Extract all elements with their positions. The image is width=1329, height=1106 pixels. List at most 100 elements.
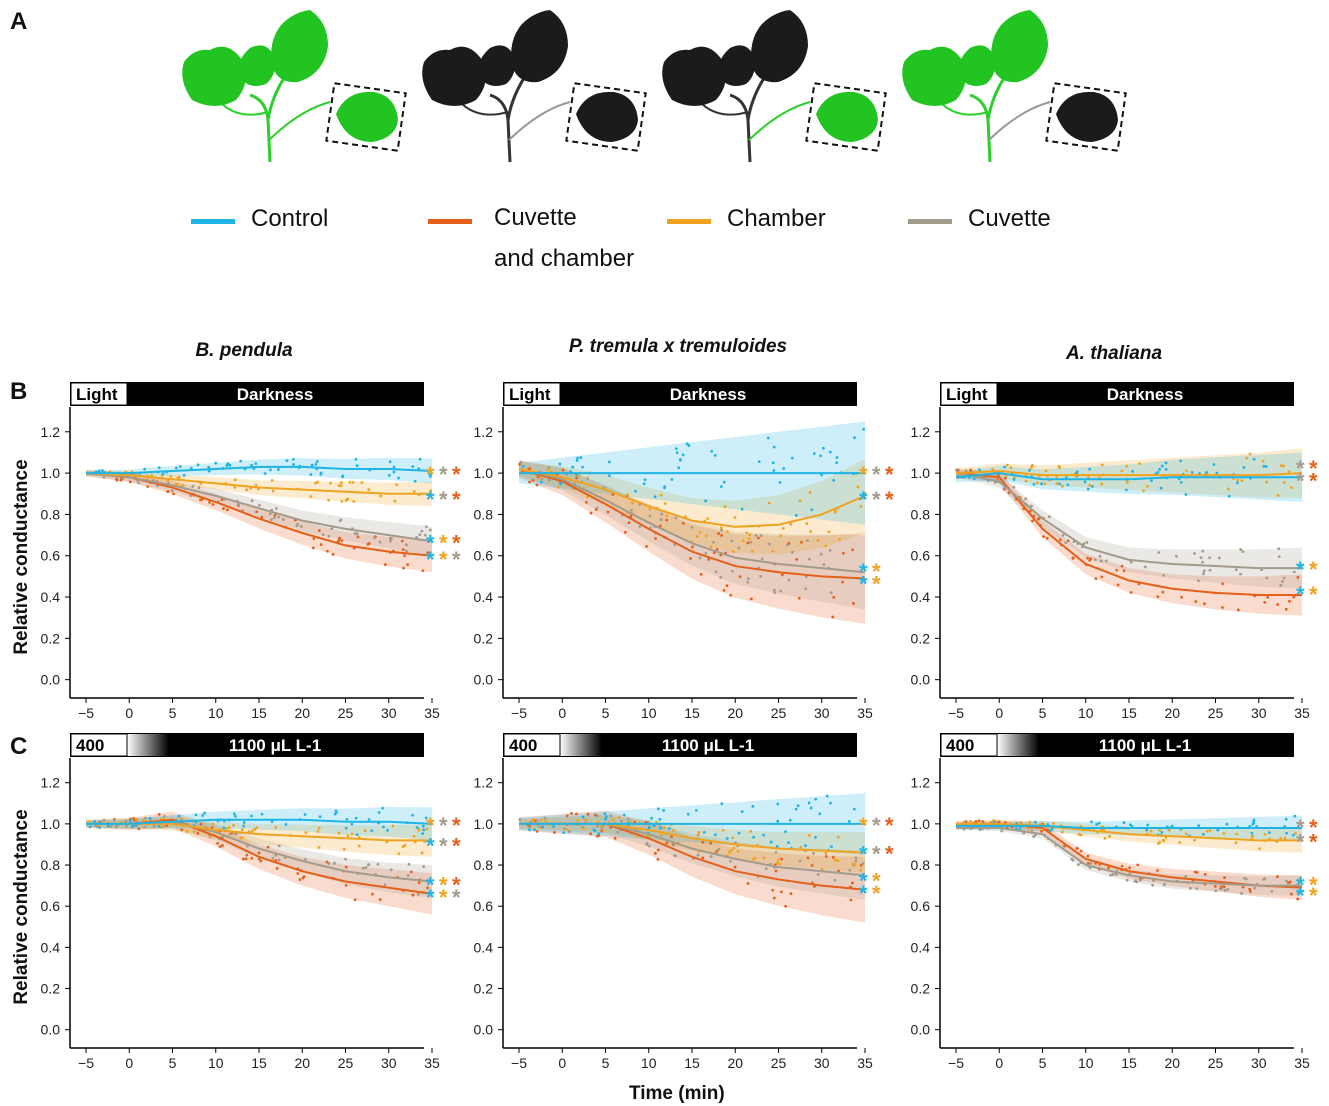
significance-star: * xyxy=(1296,873,1305,898)
data-point xyxy=(723,505,727,509)
data-point xyxy=(648,844,651,848)
data-point xyxy=(1265,480,1268,484)
data-point xyxy=(1114,872,1118,876)
data-point xyxy=(816,873,820,876)
data-point xyxy=(285,459,289,463)
data-point xyxy=(397,852,401,856)
data-point xyxy=(736,850,740,853)
data-point xyxy=(208,500,211,504)
data-point xyxy=(738,575,742,579)
data-point xyxy=(321,533,325,536)
data-point xyxy=(182,473,186,477)
data-point xyxy=(1195,871,1199,874)
data-point xyxy=(775,845,779,848)
significance-star: * xyxy=(426,547,435,572)
data-point xyxy=(596,814,599,818)
treatment-bar-right-label: Darkness xyxy=(670,385,747,404)
data-point xyxy=(428,528,432,532)
data-point xyxy=(344,826,348,830)
stem xyxy=(941,103,989,116)
data-point xyxy=(821,446,825,450)
data-point xyxy=(1201,549,1205,553)
data-point xyxy=(964,469,968,473)
data-point xyxy=(779,534,783,537)
data-point xyxy=(125,824,128,828)
treatment-gradient xyxy=(127,734,169,756)
data-point xyxy=(729,859,732,863)
plant-leaf xyxy=(902,46,966,106)
data-point xyxy=(317,846,321,849)
data-point xyxy=(571,465,575,469)
data-point xyxy=(836,835,840,839)
data-point xyxy=(277,858,281,862)
data-point xyxy=(528,826,531,829)
data-point xyxy=(535,483,539,487)
data-point xyxy=(177,814,181,818)
data-point xyxy=(717,847,721,851)
data-point xyxy=(304,831,308,835)
y-tick-label: 1.0 xyxy=(41,465,61,481)
x-tick-label: 25 xyxy=(771,705,787,721)
data-point xyxy=(1223,888,1227,892)
data-point xyxy=(806,539,809,543)
data-point xyxy=(833,878,837,882)
data-point xyxy=(1215,471,1219,475)
y-tick-label: 1.0 xyxy=(474,465,494,481)
data-point xyxy=(704,499,708,503)
data-point xyxy=(228,832,232,836)
x-tick-label: 15 xyxy=(684,1055,700,1071)
series-line-cuvette xyxy=(85,472,433,543)
data-point xyxy=(656,807,660,811)
plant-leaf xyxy=(422,46,486,106)
data-point xyxy=(1287,881,1290,885)
data-point xyxy=(420,851,424,855)
data-point xyxy=(1071,556,1075,560)
data-point xyxy=(1290,892,1293,896)
data-point xyxy=(1178,841,1182,844)
data-point xyxy=(411,893,415,897)
data-point xyxy=(1288,599,1291,603)
data-point xyxy=(1122,569,1126,573)
data-point xyxy=(741,539,745,542)
data-point xyxy=(291,457,295,461)
data-point xyxy=(715,547,719,551)
data-point xyxy=(240,828,244,832)
data-point xyxy=(1184,874,1188,878)
data-point xyxy=(314,481,317,485)
data-point xyxy=(622,813,626,817)
data-point xyxy=(772,445,776,449)
data-point xyxy=(1252,457,1256,461)
data-point xyxy=(575,476,579,480)
data-point xyxy=(1194,600,1198,603)
data-point xyxy=(366,863,370,867)
data-point xyxy=(809,530,813,533)
data-point xyxy=(1268,831,1271,835)
data-point xyxy=(1245,456,1248,460)
data-point xyxy=(402,566,406,570)
data-point xyxy=(776,861,779,865)
data-point xyxy=(704,551,708,555)
significance-star: * xyxy=(872,487,881,512)
data-point xyxy=(166,479,170,483)
data-point xyxy=(373,536,376,540)
data-point xyxy=(691,545,694,549)
data-point xyxy=(389,868,393,872)
data-point xyxy=(1201,560,1205,564)
data-point xyxy=(750,597,753,601)
x-tick-label: −5 xyxy=(78,1055,94,1071)
data-point xyxy=(740,507,744,511)
data-point xyxy=(696,833,700,837)
data-point xyxy=(974,820,978,823)
legend-swatch-cuvette xyxy=(908,219,952,224)
y-tick-label: 0.0 xyxy=(911,672,931,688)
data-point xyxy=(389,539,392,543)
data-point xyxy=(574,473,578,477)
legend-control: Control xyxy=(191,205,328,233)
y-tick-label: 0.4 xyxy=(911,939,931,955)
significance-star: * xyxy=(859,559,868,584)
data-point xyxy=(570,811,573,815)
data-point xyxy=(351,481,355,484)
x-tick-label: 30 xyxy=(1251,1055,1267,1071)
data-point xyxy=(310,463,314,467)
data-point xyxy=(144,816,147,820)
